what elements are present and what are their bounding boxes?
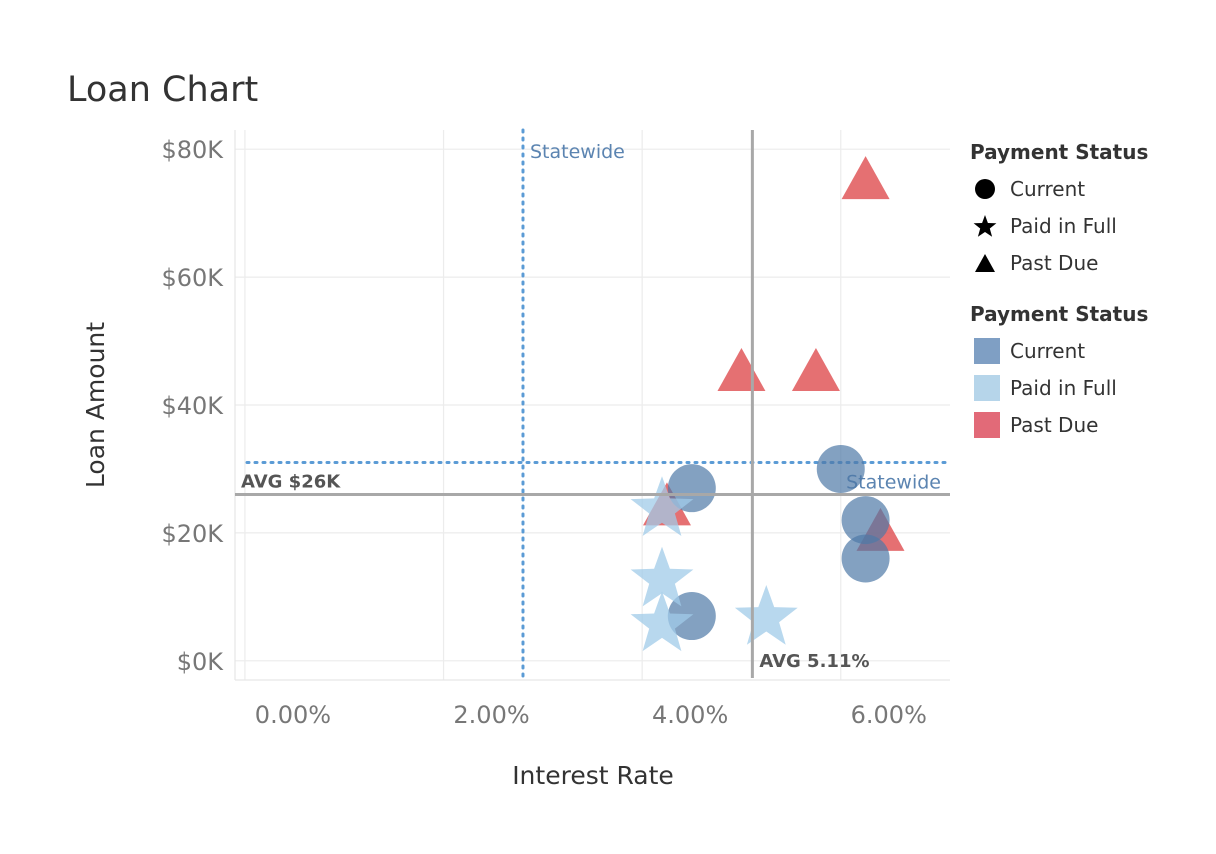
avg-loan-reference-label: AVG $26K bbox=[241, 472, 341, 493]
y-tick-label: $0K bbox=[177, 648, 225, 676]
y-tick-label: $80K bbox=[161, 136, 224, 164]
data-marks bbox=[630, 156, 905, 652]
circle-icon bbox=[970, 175, 1000, 203]
x-tick-label: 4.00% bbox=[652, 701, 728, 729]
legend-label: Past Due bbox=[1010, 250, 1099, 275]
legend-item-pastdue-color[interactable]: Past Due bbox=[970, 406, 1148, 443]
shape-legend-title: Payment Status bbox=[970, 140, 1149, 164]
x-tick-label: 0.00% bbox=[255, 701, 331, 729]
color-legend: Payment Status Current Paid in Full Past… bbox=[970, 302, 1148, 443]
legend-item-paid-shape[interactable]: Paid in Full bbox=[970, 207, 1148, 244]
y-axis-title: Loan Amount bbox=[81, 322, 110, 488]
statewide-x-reference-label: Statewide bbox=[530, 141, 625, 163]
legend-item-paid-color[interactable]: Paid in Full bbox=[970, 369, 1148, 406]
x-tick-label: 6.00% bbox=[851, 701, 927, 729]
avg-rate-reference-label: AVG 5.11% bbox=[759, 651, 869, 672]
color-swatch bbox=[974, 411, 1000, 438]
legend-item-current-color[interactable]: Current bbox=[970, 332, 1148, 369]
y-tick-label: $20K bbox=[161, 520, 224, 548]
data-point-past-due-triangle bbox=[841, 156, 890, 200]
color-legend-title: Payment Status bbox=[970, 302, 1149, 326]
legend-label: Current bbox=[1010, 338, 1086, 363]
y-tick-label: $40K bbox=[161, 392, 224, 420]
legend-label: Past Due bbox=[1010, 412, 1099, 437]
legend-label: Paid in Full bbox=[1010, 213, 1117, 238]
data-point-paid-in-full-star bbox=[734, 585, 798, 645]
data-point-paid-in-full-star bbox=[630, 476, 694, 536]
legend-item-current-shape[interactable]: Current bbox=[970, 170, 1148, 207]
data-point-current-circle bbox=[816, 444, 865, 493]
data-point-current-circle bbox=[841, 496, 890, 545]
color-swatch bbox=[974, 337, 1000, 364]
x-axis-title: Interest Rate bbox=[512, 761, 674, 790]
legend-label: Paid in Full bbox=[1010, 375, 1117, 400]
legend-label: Current bbox=[1010, 176, 1086, 201]
y-tick-label: $60K bbox=[161, 264, 224, 292]
legend-item-pastdue-shape[interactable]: Past Due bbox=[970, 244, 1148, 281]
color-swatch bbox=[974, 374, 1000, 401]
data-point-current-circle bbox=[841, 534, 890, 583]
triangle-icon bbox=[970, 249, 1000, 277]
chart-title: Loan Chart bbox=[67, 70, 259, 110]
data-point-past-due-triangle bbox=[791, 348, 840, 392]
data-point-paid-in-full-star bbox=[630, 591, 694, 652]
data-point-paid-in-full-star bbox=[630, 546, 694, 607]
x-tick-label: 2.00% bbox=[453, 701, 529, 729]
statewide-y-reference-label: Statewide bbox=[846, 472, 941, 494]
data-point-past-due-triangle bbox=[717, 348, 766, 392]
star-icon bbox=[970, 212, 1000, 240]
shape-legend: Payment Status Current Paid in Full Past… bbox=[970, 140, 1148, 281]
